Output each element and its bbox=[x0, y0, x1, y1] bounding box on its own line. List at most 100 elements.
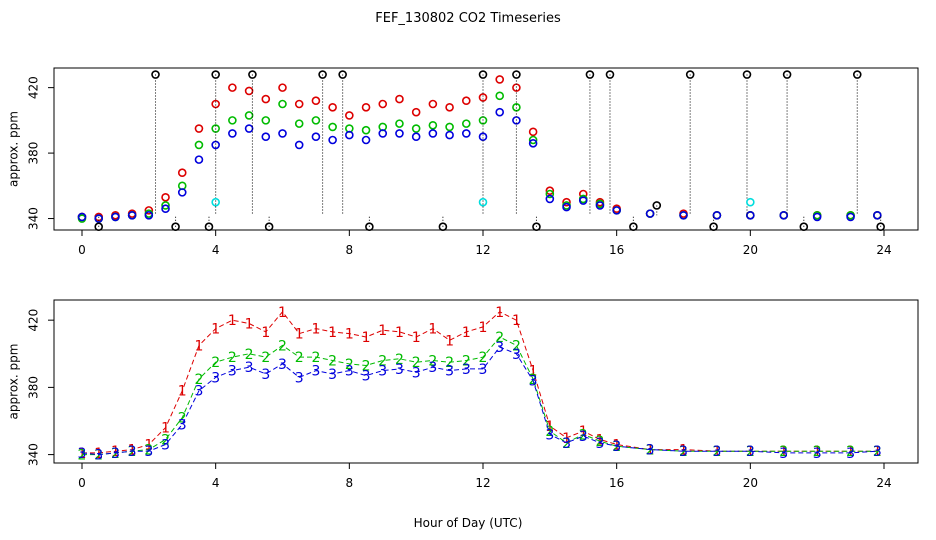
data-point-marker: 2 bbox=[462, 353, 471, 369]
data-point-marker: 1 bbox=[311, 322, 320, 338]
data-point-marker: 1 bbox=[412, 330, 421, 346]
x-tick-label: 16 bbox=[609, 243, 624, 257]
data-point bbox=[545, 186, 555, 196]
data-point-marker: 1 bbox=[813, 444, 822, 460]
data-point bbox=[495, 107, 505, 117]
data-point bbox=[294, 140, 304, 150]
data-point bbox=[461, 129, 471, 138]
data-point bbox=[338, 70, 347, 79]
data-point bbox=[294, 119, 304, 128]
data-point bbox=[742, 70, 752, 79]
x-tick-label: 12 bbox=[475, 243, 490, 257]
data-point-marker: 3 bbox=[194, 384, 203, 400]
data-point-marker: 3 bbox=[813, 446, 822, 462]
data-point-marker: 3 bbox=[679, 444, 688, 460]
x-tick-label: 4 bbox=[212, 243, 220, 257]
data-point-marker: 1 bbox=[178, 384, 187, 400]
data-point-marker: 2 bbox=[512, 338, 521, 354]
data-point-marker: 1 bbox=[111, 444, 120, 460]
x-tick-label: 8 bbox=[346, 476, 354, 490]
data-point-marker: 2 bbox=[178, 411, 187, 427]
data-point bbox=[411, 124, 421, 133]
data-point-marker: 3 bbox=[612, 439, 621, 455]
data-point-marker: 2 bbox=[712, 444, 721, 460]
data-point bbox=[345, 111, 354, 120]
data-point bbox=[411, 107, 421, 117]
data-point bbox=[361, 135, 371, 145]
series-cyan bbox=[211, 197, 755, 207]
data-point-marker: 1 bbox=[612, 438, 621, 454]
data-point bbox=[345, 130, 354, 140]
data-point-marker: 3 bbox=[512, 347, 521, 363]
data-point-marker: 3 bbox=[646, 443, 655, 459]
data-point bbox=[94, 222, 104, 232]
data-point-marker: 2 bbox=[873, 444, 882, 460]
data-point bbox=[194, 124, 204, 133]
data-point-marker: 3 bbox=[846, 446, 855, 462]
data-point bbox=[261, 132, 271, 142]
data-point-marker: 1 bbox=[746, 444, 755, 460]
data-point-marker: 3 bbox=[144, 444, 153, 460]
data-point-marker: 3 bbox=[595, 436, 604, 452]
data-point bbox=[478, 70, 488, 79]
data-point-marker: 1 bbox=[512, 313, 521, 329]
data-point-marker: 2 bbox=[595, 434, 604, 450]
data-point-marker: 3 bbox=[545, 427, 554, 443]
data-point-marker: 3 bbox=[445, 364, 454, 380]
data-point bbox=[177, 188, 187, 197]
data-point-marker: 1 bbox=[595, 432, 604, 448]
data-point-marker: 2 bbox=[295, 350, 304, 366]
data-point-marker: 3 bbox=[161, 438, 170, 454]
data-point bbox=[161, 204, 170, 214]
x-tick-label: 20 bbox=[743, 476, 758, 490]
data-point bbox=[478, 132, 488, 142]
x-tick-label: 24 bbox=[876, 243, 891, 257]
data-point-marker: 2 bbox=[311, 350, 320, 366]
data-point bbox=[318, 70, 327, 79]
data-point bbox=[445, 130, 454, 140]
data-point bbox=[395, 129, 404, 138]
x-tick-label: 12 bbox=[475, 476, 490, 490]
data-point bbox=[595, 201, 605, 210]
data-point-marker: 3 bbox=[479, 362, 488, 378]
data-point bbox=[712, 210, 722, 220]
data-point bbox=[428, 129, 438, 138]
x-tick-label: 20 bbox=[743, 243, 758, 257]
data-point-marker: 3 bbox=[311, 364, 320, 380]
data-point bbox=[445, 122, 454, 132]
x-tick-label: 24 bbox=[876, 476, 891, 490]
data-point bbox=[294, 99, 304, 109]
data-point bbox=[161, 201, 170, 210]
data-point bbox=[495, 75, 505, 84]
data-point bbox=[261, 94, 271, 104]
data-point-marker: 2 bbox=[144, 443, 153, 459]
data-point-marker: 2 bbox=[479, 350, 488, 366]
data-point bbox=[311, 96, 321, 106]
data-point-marker: 2 bbox=[612, 439, 621, 455]
data-point-marker: 1 bbox=[579, 424, 588, 440]
data-point bbox=[278, 83, 287, 92]
data-point bbox=[204, 222, 214, 232]
data-point-marker: 2 bbox=[378, 353, 387, 369]
data-point-marker: 3 bbox=[428, 360, 437, 376]
data-point-marker: 1 bbox=[479, 320, 488, 336]
data-point bbox=[244, 111, 254, 120]
data-point-marker: 2 bbox=[846, 444, 855, 460]
data-point bbox=[211, 99, 220, 109]
data-point-marker: 1 bbox=[144, 438, 153, 454]
data-point bbox=[244, 86, 254, 96]
data-point-marker: 2 bbox=[562, 436, 571, 452]
data-point bbox=[812, 212, 822, 222]
data-point-marker: 2 bbox=[495, 330, 504, 346]
data-point-marker: 2 bbox=[128, 444, 137, 460]
data-point bbox=[528, 138, 538, 148]
data-point-marker: 3 bbox=[495, 340, 504, 356]
data-point-marker: 1 bbox=[562, 431, 571, 447]
data-point-marker: 3 bbox=[94, 448, 103, 464]
data-point bbox=[144, 206, 154, 215]
data-point bbox=[709, 222, 718, 232]
data-point bbox=[248, 70, 257, 79]
data-point-marker: 2 bbox=[245, 347, 254, 363]
